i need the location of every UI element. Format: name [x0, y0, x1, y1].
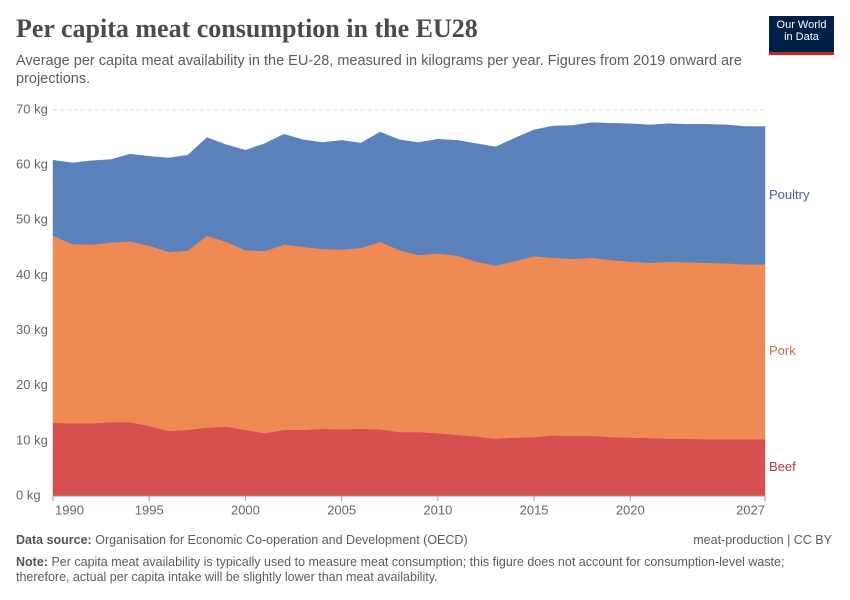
x-tick-label: 2000 [231, 502, 260, 517]
x-tick-label: 2015 [520, 502, 549, 517]
y-tick-label: 60 kg [16, 157, 48, 172]
y-tick-label: 10 kg [16, 432, 48, 447]
chart-title: Per capita meat consumption in the EU28 [16, 14, 478, 43]
source: Data source: Organisation for Economic C… [16, 533, 468, 548]
x-tick-label: 2027 [736, 502, 765, 517]
area [52, 235, 766, 440]
y-tick-label: 30 kg [16, 322, 48, 337]
series-label: Beef [769, 459, 796, 474]
note-text: Per capita meat availability is typicall… [16, 555, 785, 584]
y-tick-label: 70 kg [16, 101, 48, 116]
area [52, 122, 766, 266]
logo-text: in Data [784, 31, 819, 43]
source-label: Data source: [16, 533, 92, 547]
series-label: Poultry [769, 187, 810, 202]
x-tick-label: 2020 [616, 502, 645, 517]
series-label: Pork [769, 343, 796, 358]
chart-subtitle: Average per capita meat availability in … [16, 53, 742, 87]
source-text: Organisation for Economic Co-operation a… [95, 533, 468, 547]
x-tick-label: 1995 [135, 502, 164, 517]
logo[interactable]: Our World in Data [769, 16, 834, 55]
x-tick-label: 1990 [55, 502, 84, 517]
license: meat-production | CC BY [693, 533, 832, 547]
logo-text: Our World [776, 19, 827, 31]
y-tick-label: 20 kg [16, 377, 48, 392]
note-label: Note: [16, 555, 48, 569]
y-tick-label: 50 kg [16, 212, 48, 227]
y-tick-label: 40 kg [16, 267, 48, 282]
y-tick-label: 0 kg [16, 487, 41, 502]
x-tick-label: 2010 [423, 502, 452, 517]
note: Note: Per capita meat availability is ty… [16, 555, 816, 585]
x-tick-label: 2005 [327, 502, 356, 517]
